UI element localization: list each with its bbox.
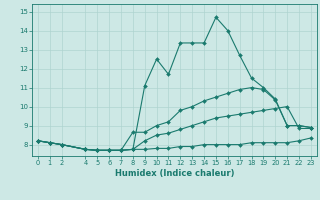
X-axis label: Humidex (Indice chaleur): Humidex (Indice chaleur)	[115, 169, 234, 178]
